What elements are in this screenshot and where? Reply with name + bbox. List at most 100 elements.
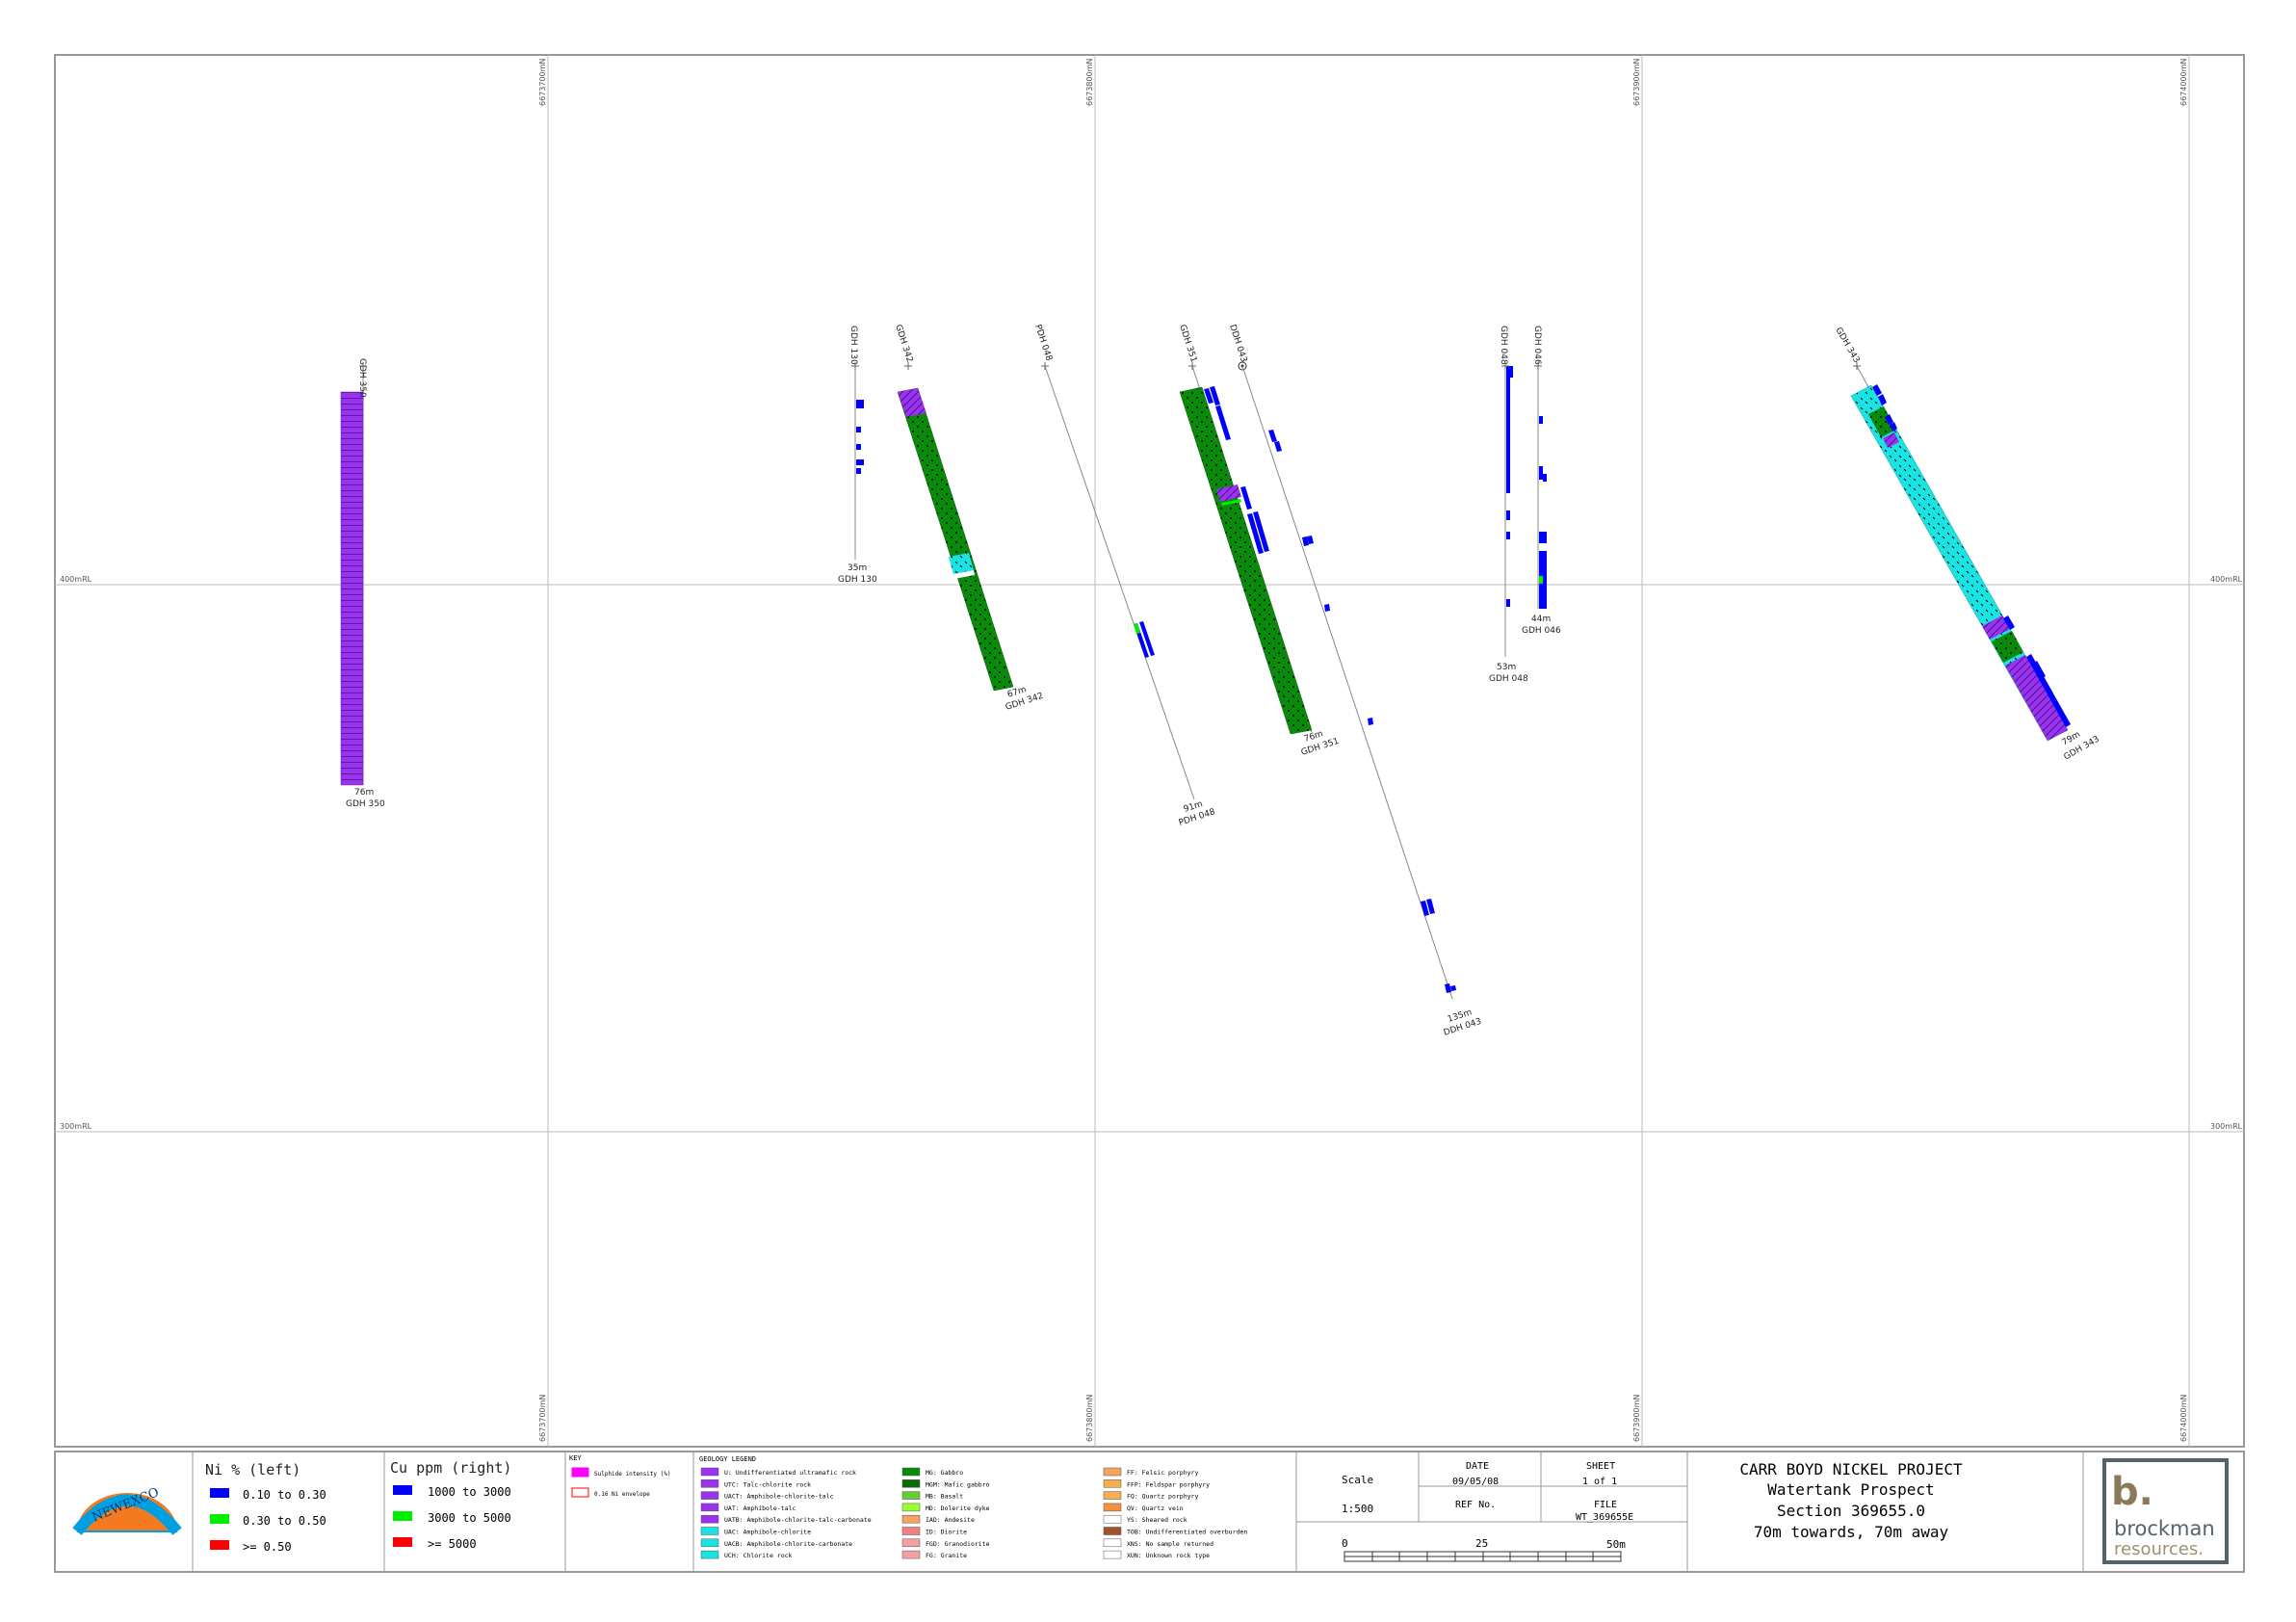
geology-swatch	[901, 1550, 921, 1559]
sheet-label: SHEET	[1586, 1461, 1615, 1472]
ni-swatch-mid	[210, 1514, 229, 1524]
geology-legend-label: UAC: Amphibole-chlorite	[724, 1529, 811, 1536]
project-name: CARR BOYD NICKEL PROJECT	[1739, 1460, 1963, 1478]
geology-legend-label: MG: Gabbro	[926, 1469, 963, 1477]
file-label: FILE	[1594, 1500, 1617, 1510]
drillhole-gdh-350: GDH 350 76m GDH 350	[340, 358, 385, 809]
hole-depth-label: 76m	[354, 788, 374, 798]
hole-end-label: GDH 048	[1489, 674, 1528, 684]
svg-text:25: 25	[1475, 1537, 1488, 1550]
geology-legend-label: UAT: Amphibole-talc	[724, 1504, 796, 1512]
hole-depth-label: 53m	[1497, 663, 1516, 672]
geology-legend-label: UACT: Amphibole-chlorite-talc	[724, 1493, 834, 1501]
ni-legend: Ni % (left) 0.10 to 0.30 0.30 to 0.50 >=…	[205, 1461, 326, 1554]
title-block: Scale 1:500 DATE 09/05/08 SHEET 1 of 1 R…	[1296, 1452, 1687, 1562]
geology-swatch	[700, 1503, 719, 1512]
geology-legend-label: FF: Felsic porphyry	[1127, 1469, 1198, 1477]
geology-legend-label: TOB: Undifferentiated overburden	[1127, 1529, 1247, 1536]
hole-end-label: GDH 046	[1522, 626, 1561, 636]
rl-label-left: 400mRL	[60, 575, 92, 584]
cu-legend: Cu ppm (right) 1000 to 3000 3000 to 5000…	[390, 1459, 511, 1551]
geology-legend-label: XNS: No sample returned	[1127, 1540, 1213, 1548]
scale-label: Scale	[1342, 1474, 1373, 1486]
geology-swatch	[1103, 1479, 1122, 1488]
hole-collar-label: GDH 046	[1532, 326, 1542, 365]
date-label: DATE	[1466, 1461, 1489, 1472]
geology-legend-label: FQ: Quartz porphyry	[1127, 1493, 1198, 1501]
svg-text:b.: b.	[2111, 1470, 2153, 1514]
collar-markers	[359, 362, 1861, 370]
easting-label-top: 6673900mN	[1632, 59, 1641, 106]
geology-swatch	[700, 1527, 719, 1535]
easting-label-top: 6673700mN	[538, 59, 547, 106]
rl-gridlines	[55, 584, 2244, 1133]
geology-swatch	[700, 1479, 719, 1488]
geology-swatch	[901, 1503, 921, 1512]
key-legend: KEY Sulphide intensity (%) 0.16 Ni envel…	[569, 1454, 670, 1498]
geology-legend-label: U: Undifferentiated ultramafic rock	[724, 1469, 856, 1477]
geology-legend-label: ID: Diorite	[926, 1529, 967, 1536]
geology-legend-label: UACB: Amphibole-chlorite-carbonate	[724, 1540, 852, 1548]
prospect-name: Watertank Prospect	[1767, 1480, 1934, 1499]
rl-label-right: 400mRL	[2210, 575, 2243, 584]
hole-collar-label: DDH 043	[1227, 324, 1248, 364]
hole-depth-label: 44m	[1531, 615, 1551, 624]
key-label: 0.16 Ni envelope	[594, 1491, 650, 1498]
hole-end-label: GDH 130	[838, 575, 877, 585]
legend-frame	[54, 1451, 2245, 1573]
geology-swatch	[700, 1491, 719, 1500]
easting-label-bottom: 6673700mN	[538, 1395, 547, 1442]
ni-swatch-high	[210, 1540, 229, 1550]
geology-legend-label: YS: Sheared rock	[1127, 1516, 1187, 1524]
geology-legend-title: GEOLOGY LEGEND	[699, 1455, 756, 1463]
easting-label-bottom: 6673800mN	[1085, 1395, 1094, 1442]
geology-swatch	[700, 1467, 719, 1477]
project-title: CARR BOYD NICKEL PROJECT Watertank Prosp…	[1739, 1460, 1963, 1541]
hole-collar-label: GDH 351	[1177, 324, 1198, 364]
geology-legend-label: UTC: Talc-chlorite rock	[724, 1480, 811, 1488]
geology-swatch	[1103, 1467, 1122, 1477]
geology-swatch	[700, 1514, 719, 1524]
date-value: 09/05/08	[1452, 1477, 1499, 1487]
easting-label-top: 6674000mN	[2179, 59, 2188, 106]
file-value: WT_369655E	[1576, 1512, 1633, 1523]
geology-swatch	[1103, 1503, 1122, 1512]
cu-swatch-high	[393, 1537, 412, 1547]
key-label: Sulphide intensity (%)	[594, 1471, 670, 1478]
scale-bar: 0 25 50m	[1342, 1537, 1626, 1562]
cu-legend-title: Cu ppm (right)	[390, 1459, 511, 1477]
geology-swatch	[901, 1479, 921, 1488]
geology-legend-label: UCH: Chlorite rock	[724, 1552, 793, 1559]
hole-collar-label: PDH 048	[1032, 324, 1054, 363]
geology-legend-label: UATB: Amphibole-chlorite-talc-carbonate	[724, 1516, 872, 1524]
geology-swatch	[1103, 1527, 1122, 1535]
cu-legend-label: 3000 to 5000	[428, 1511, 511, 1525]
geology-legend-label: MGM: Mafic gabbro	[926, 1480, 990, 1488]
rl-label-right: 300mRL	[2210, 1122, 2243, 1131]
cu-legend-label: >= 5000	[428, 1537, 477, 1551]
svg-text:brockman: brockman	[2114, 1517, 2215, 1540]
drillhole-gdh-130: GDH 130 35m GDH 130	[838, 326, 877, 585]
easting-label-top: 6673800mN	[1085, 59, 1094, 106]
geology-legend: GEOLOGY LEGEND U: Undifferentiated ultra…	[699, 1455, 1247, 1559]
geology-legend-label: IAD: Andesite	[926, 1516, 975, 1524]
brockman-logo: b. brockman resources.	[2102, 1458, 2229, 1564]
geology-swatch	[1103, 1538, 1122, 1548]
geology-swatch	[1103, 1491, 1122, 1500]
ni-legend-label: >= 0.50	[243, 1540, 292, 1554]
scale-value: 1:500	[1342, 1503, 1373, 1515]
geology-legend-label: FG: Granite	[926, 1552, 967, 1559]
ni-legend-title: Ni % (left)	[205, 1461, 300, 1478]
ni-legend-label: 0.30 to 0.50	[243, 1514, 326, 1528]
geology-swatch	[901, 1538, 921, 1548]
ref-label: REF No.	[1455, 1500, 1496, 1510]
rl-label-left: 300mRL	[60, 1122, 92, 1131]
geology-swatch	[1103, 1514, 1122, 1524]
map-frame	[54, 54, 2245, 1448]
geology-swatch	[700, 1550, 719, 1559]
svg-text:resources.: resources.	[2114, 1539, 2204, 1559]
svg-text:0: 0	[1342, 1537, 1348, 1550]
cu-swatch-low	[393, 1485, 412, 1495]
easting-label-bottom: 6674000mN	[2179, 1395, 2188, 1442]
